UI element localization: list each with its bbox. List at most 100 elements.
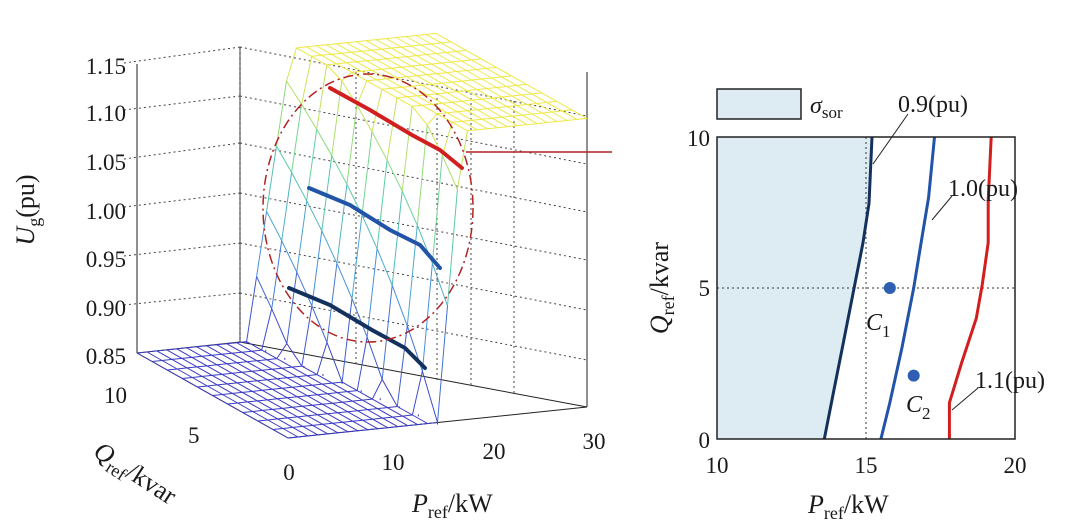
mesh-line [331, 382, 348, 393]
mesh-line [272, 429, 289, 439]
z-tick-0-90: 0.90 [86, 296, 126, 321]
mesh-line [352, 400, 368, 411]
mesh-line [311, 55, 327, 66]
mesh-line [316, 45, 332, 55]
mesh-line [437, 305, 448, 423]
mesh-line [401, 85, 412, 88]
mesh-line [246, 361, 263, 371]
mesh-line [336, 43, 352, 53]
mesh-line [561, 110, 578, 120]
mesh-line [211, 353, 222, 356]
mesh-line [430, 43, 447, 53]
mesh-line [346, 62, 362, 72]
mesh-line [411, 105, 428, 126]
mesh-line [376, 160, 388, 249]
mesh-line [401, 46, 417, 57]
mesh-line [372, 418, 388, 429]
mesh-line [336, 184, 348, 264]
z-ticks: 0.85 0.90 0.95 1.00 1.05 1.10 1.15 [86, 54, 126, 369]
mesh-line [452, 121, 468, 132]
sor-shaded-region [717, 137, 872, 439]
mesh-line [322, 382, 333, 385]
mesh-line [342, 420, 353, 423]
mesh-line [216, 364, 233, 374]
mesh-line [316, 44, 327, 47]
mesh-line [222, 372, 233, 375]
mesh-line [246, 360, 257, 363]
mesh-line [226, 362, 238, 365]
mesh-line [516, 105, 533, 115]
mesh-line [267, 378, 278, 381]
mesh-line [391, 46, 402, 49]
mesh-line [496, 87, 513, 97]
mesh-line [396, 57, 412, 67]
p-tick-30: 30 [583, 429, 606, 454]
mesh-line [416, 55, 432, 65]
surface-contour-1-1 [328, 86, 464, 170]
mesh-line [440, 42, 457, 52]
mesh-line [357, 429, 368, 432]
mesh-line [292, 385, 303, 388]
mesh-line [471, 99, 488, 110]
mesh-line [182, 377, 193, 379]
mesh-line [236, 361, 247, 364]
mesh-line [421, 63, 432, 66]
mesh-line [536, 101, 547, 104]
p-tick-10: 10 [382, 450, 405, 475]
mesh-line [356, 61, 372, 71]
mesh-line [461, 60, 477, 70]
mesh-line [377, 427, 388, 430]
z-tick-0-85: 0.85 [86, 344, 126, 369]
mesh-line [496, 107, 513, 117]
mesh-line [197, 386, 213, 396]
mesh-line [471, 59, 487, 69]
contour-y-tick-10: 10 [687, 126, 710, 151]
mesh-line [521, 114, 538, 125]
mesh-line [372, 398, 388, 409]
mesh-line [471, 58, 482, 61]
mesh-line [491, 97, 508, 108]
mesh-line [477, 128, 488, 131]
mesh-line [491, 96, 502, 99]
mesh-line [347, 390, 358, 393]
leader-0-9 [872, 113, 909, 165]
mesh-line [496, 106, 508, 109]
mesh-line [476, 67, 487, 70]
surface-mesh [136, 32, 588, 439]
mesh-line [311, 305, 328, 343]
mesh-line [287, 376, 298, 379]
mesh-line [207, 384, 218, 387]
mesh-line [452, 120, 463, 123]
mesh-line [227, 403, 243, 413]
mesh-line [371, 48, 382, 51]
mesh-line [176, 347, 187, 350]
p-axis-label: Pref/kW [411, 489, 493, 522]
mesh-line [506, 105, 517, 108]
mesh-line [447, 189, 458, 307]
mesh-line [496, 86, 507, 88]
mesh-line [381, 285, 393, 380]
mesh-line [497, 126, 508, 129]
contour-y-tick-0: 0 [699, 428, 711, 453]
mesh-line [271, 308, 288, 344]
mesh-line [441, 41, 452, 44]
p-tick-0: 0 [283, 460, 295, 485]
mesh-line [287, 417, 304, 427]
mesh-line [317, 413, 328, 416]
mesh-line [441, 102, 458, 113]
mesh-line [371, 68, 382, 71]
mesh-line [351, 51, 367, 62]
mesh-line [217, 383, 228, 386]
mesh-line [276, 343, 288, 359]
mesh-line [237, 382, 253, 392]
legend-swatch [716, 88, 802, 120]
mesh-line [381, 48, 397, 59]
q-tick-5: 5 [188, 423, 200, 448]
mesh-line [391, 67, 407, 78]
mesh-line [507, 125, 518, 128]
mesh-line [456, 71, 472, 81]
mesh-line [376, 79, 393, 89]
mesh-line [207, 385, 223, 395]
mesh-line [317, 433, 328, 436]
mesh-line [241, 351, 258, 362]
